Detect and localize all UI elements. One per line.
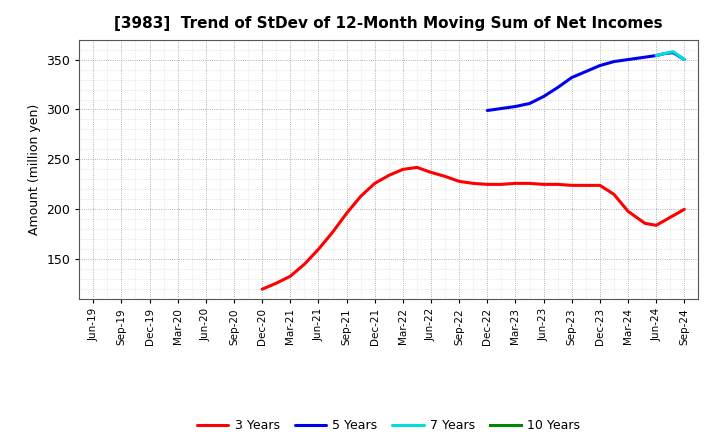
3 Years bbox=[680, 207, 688, 212]
Line: 5 Years: 5 Years bbox=[487, 52, 684, 110]
5 Years bbox=[554, 85, 562, 90]
5 Years bbox=[539, 94, 548, 99]
3 Years bbox=[624, 209, 632, 214]
3 Years bbox=[413, 165, 421, 170]
7 Years bbox=[660, 51, 669, 56]
5 Years bbox=[582, 69, 590, 74]
Line: 7 Years: 7 Years bbox=[656, 51, 684, 59]
7 Years bbox=[652, 53, 660, 58]
3 Years bbox=[455, 179, 464, 184]
5 Years bbox=[638, 55, 647, 60]
5 Years bbox=[483, 108, 492, 113]
3 Years bbox=[483, 182, 492, 187]
5 Years bbox=[497, 106, 505, 111]
5 Years bbox=[652, 53, 660, 58]
3 Years bbox=[641, 221, 649, 226]
3 Years bbox=[666, 215, 675, 220]
5 Years bbox=[624, 57, 632, 62]
3 Years bbox=[525, 181, 534, 186]
5 Years bbox=[610, 59, 618, 64]
3 Years bbox=[300, 262, 309, 267]
3 Years bbox=[469, 181, 477, 186]
3 Years bbox=[610, 192, 618, 197]
3 Years bbox=[399, 167, 408, 172]
3 Years bbox=[384, 173, 393, 178]
5 Years bbox=[595, 63, 604, 68]
Line: 3 Years: 3 Years bbox=[262, 167, 684, 289]
5 Years bbox=[660, 51, 669, 56]
3 Years bbox=[652, 223, 660, 228]
5 Years bbox=[669, 50, 678, 55]
7 Years bbox=[680, 57, 688, 62]
3 Years bbox=[567, 183, 576, 188]
3 Years bbox=[272, 281, 281, 286]
Legend: 3 Years, 5 Years, 7 Years, 10 Years: 3 Years, 5 Years, 7 Years, 10 Years bbox=[192, 414, 585, 437]
3 Years bbox=[286, 274, 294, 279]
7 Years bbox=[669, 49, 678, 54]
3 Years bbox=[328, 230, 337, 235]
3 Years bbox=[314, 247, 323, 252]
3 Years bbox=[554, 182, 562, 187]
3 Years bbox=[632, 215, 641, 220]
3 Years bbox=[595, 183, 604, 188]
3 Years bbox=[582, 183, 590, 188]
3 Years bbox=[342, 211, 351, 216]
5 Years bbox=[511, 104, 520, 109]
Title: [3983]  Trend of StDev of 12-Month Moving Sum of Net Incomes: [3983] Trend of StDev of 12-Month Moving… bbox=[114, 16, 663, 32]
3 Years bbox=[441, 174, 449, 179]
3 Years bbox=[539, 182, 548, 187]
3 Years bbox=[427, 170, 436, 175]
3 Years bbox=[258, 286, 266, 292]
3 Years bbox=[356, 194, 365, 199]
3 Years bbox=[497, 182, 505, 187]
Y-axis label: Amount (million yen): Amount (million yen) bbox=[28, 104, 41, 235]
3 Years bbox=[370, 181, 379, 186]
5 Years bbox=[567, 75, 576, 80]
3 Years bbox=[511, 181, 520, 186]
5 Years bbox=[525, 101, 534, 106]
5 Years bbox=[680, 57, 688, 62]
